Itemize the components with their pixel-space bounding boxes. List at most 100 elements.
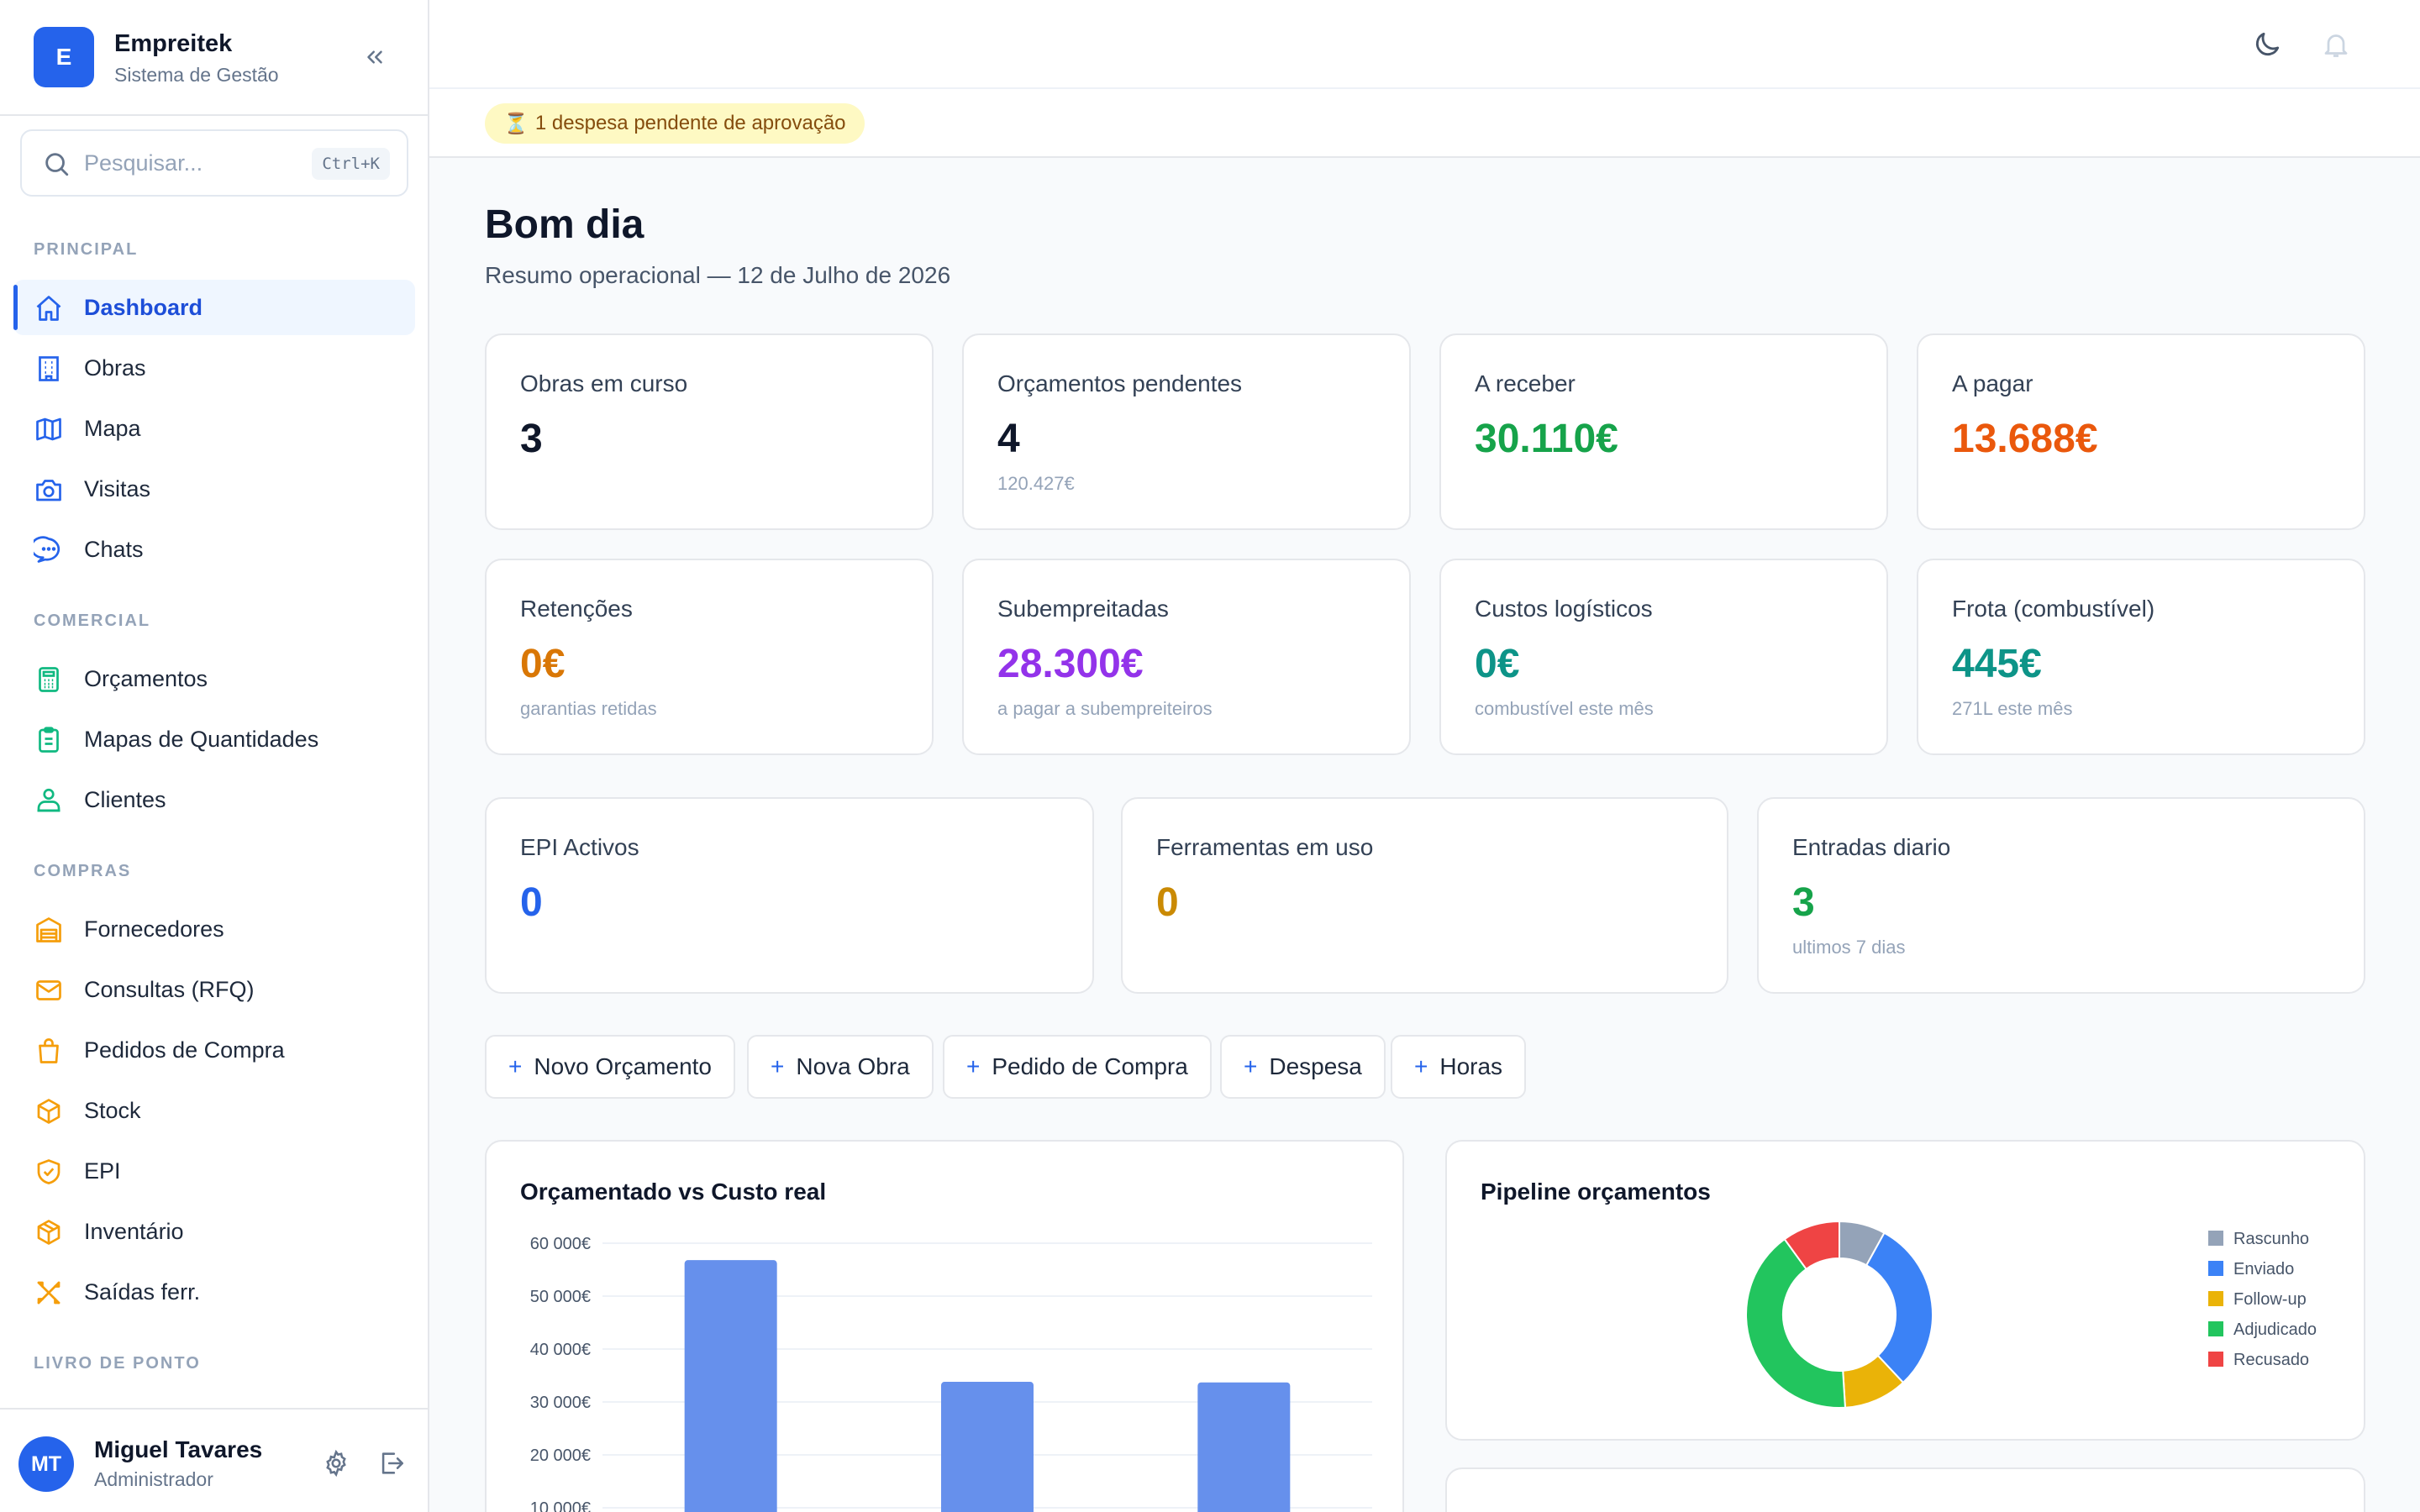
pending-expense-alert[interactable]: ⏳ 1 despesa pendente de aprovação: [485, 103, 865, 144]
legend-swatch: [2208, 1291, 2223, 1306]
plus-icon: +: [1244, 1053, 1258, 1079]
sidebar-item-obras[interactable]: Obras: [13, 340, 415, 396]
sidebar-item-saidas-ferr[interactable]: Saídas ferr.: [13, 1264, 415, 1320]
kpi-value: 28.300€: [997, 642, 1144, 686]
kpi-subtext: 120.427€: [997, 473, 1075, 494]
kpi-card-a-pagar[interactable]: A pagar 13.688€: [1917, 333, 2365, 530]
kpi-card-custos-logisticos[interactable]: Custos logísticos 0€ combustível este mê…: [1439, 559, 1888, 755]
bar[interactable]: [941, 1382, 1034, 1512]
legend-label: Adjudicado: [2233, 1320, 2317, 1339]
shopping-bag-icon: [39, 1038, 59, 1063]
sidebar-item-label: Pedidos de Compra: [84, 1037, 285, 1063]
chart-title: Pipeline orçamentos: [1481, 1179, 1711, 1205]
search-box[interactable]: Ctrl+K: [20, 129, 408, 197]
sidebar-item-orcamentos[interactable]: Orçamentos: [13, 651, 415, 706]
expense-button[interactable]: + Despesa: [1220, 1035, 1386, 1099]
kpi-subtext: combustível este mês: [1475, 698, 1654, 719]
nav-section-comercial: COMERCIAL: [34, 612, 151, 630]
kpi-title: A pagar: [1952, 370, 2033, 396]
sidebar-item-label: Orçamentos: [84, 666, 208, 691]
kpi-title: Frota (combustível): [1952, 596, 2155, 622]
kpi-card-frota[interactable]: Frota (combustível) 445€ 271L este mês: [1917, 559, 2365, 755]
bar[interactable]: [684, 1260, 777, 1512]
plus-icon: +: [771, 1053, 785, 1079]
kpi-card-subempreitadas[interactable]: Subempreitadas 28.300€ a pagar a subempr…: [962, 559, 1411, 755]
kpi-card-obras-curso[interactable]: Obras em curso 3: [485, 333, 934, 530]
logout-button[interactable]: [375, 1446, 408, 1480]
kpi-value: 3: [520, 417, 543, 461]
home-icon: [36, 296, 61, 321]
kpi-title: Obras em curso: [520, 370, 688, 396]
sidebar-item-stock[interactable]: Stock: [13, 1083, 415, 1138]
kpi-value: 30.110€: [1475, 417, 1618, 461]
donut-slice[interactable]: [1865, 1231, 1933, 1384]
brand-subtitle: Sistema de Gestão: [114, 64, 279, 86]
nav-section-principal: PRINCIPAL: [34, 240, 139, 259]
sidebar-item-pedidos-compra[interactable]: Pedidos de Compra: [13, 1022, 415, 1078]
kpi-card-retencoes[interactable]: Retenções 0€ garantias retidas: [485, 559, 934, 755]
sidebar-item-label: Mapas de Quantidades: [84, 727, 319, 752]
sidebar-item-mapas-quantidades[interactable]: Mapas de Quantidades: [13, 711, 415, 767]
bar[interactable]: [1197, 1382, 1291, 1512]
kpi-value: 0€: [1475, 642, 1520, 686]
sidebar-item-consultas[interactable]: Consultas (RFQ): [13, 962, 415, 1017]
legend-label: Recusado: [2233, 1351, 2309, 1369]
plus-icon: +: [1414, 1053, 1428, 1079]
kpi-card-entradas-diario[interactable]: Entradas diario 3 ultimos 7 dias: [1757, 797, 2365, 994]
collapse-sidebar-button[interactable]: [358, 40, 392, 74]
settings-button[interactable]: [319, 1446, 353, 1480]
y-tick-label: 10 000€: [530, 1499, 591, 1512]
kpi-value: 0: [1156, 880, 1179, 925]
sidebar: E Empreitek Sistema de Gestão Ctrl+K PRI…: [0, 0, 429, 1512]
mail-icon: [36, 980, 61, 1000]
clipboard-icon: [39, 727, 59, 753]
sidebar-item-inventario[interactable]: Inventário: [13, 1204, 415, 1259]
search-input[interactable]: [84, 146, 311, 180]
legend-swatch: [2208, 1352, 2223, 1367]
hourglass-icon: ⏳: [503, 112, 529, 135]
alert-text: 1 despesa pendente de aprovação: [534, 112, 846, 134]
sidebar-item-epi[interactable]: EPI: [13, 1143, 415, 1199]
brand-header: E Empreitek Sistema de Gestão: [0, 0, 428, 116]
user-role: Administrador: [94, 1468, 213, 1490]
kpi-card-ferramentas-uso[interactable]: Ferramentas em uso 0: [1121, 797, 1728, 994]
sidebar-item-clientes[interactable]: Clientes: [13, 772, 415, 827]
kpi-card-epi-activos[interactable]: EPI Activos 0: [485, 797, 1094, 994]
bar-chart: 60 000€ 50 000€ 40 000€ 30 000€ 20 000€ 10 00…: [530, 1235, 1372, 1512]
donut-slice[interactable]: [1745, 1237, 1847, 1409]
logout-icon: [381, 1452, 404, 1474]
sidebar-item-visitas[interactable]: Visitas: [13, 461, 415, 517]
alert-bar: ⏳ 1 despesa pendente de aprovação: [429, 89, 2420, 158]
kpi-card-orcamentos-pendentes[interactable]: Orçamentos pendentes 4 120.427€: [962, 333, 1411, 530]
donut-slice[interactable]: [1783, 1220, 1840, 1271]
brand-logo: E: [34, 27, 94, 87]
sidebar-item-fornecedores[interactable]: Fornecedores: [13, 901, 415, 957]
kpi-card-a-receber[interactable]: A receber 30.110€: [1439, 333, 1888, 530]
new-budget-button[interactable]: + Novo Orçamento: [485, 1035, 735, 1099]
new-project-button[interactable]: + Nova Obra: [747, 1035, 934, 1099]
sidebar-item-label: EPI: [84, 1158, 121, 1184]
plus-icon: +: [508, 1053, 523, 1079]
kpi-title: A receber: [1475, 370, 1576, 396]
theme-toggle-button[interactable]: [2248, 25, 2286, 64]
kpi-subtext: a pagar a subempreiteiros: [997, 698, 1213, 719]
hours-button[interactable]: + Horas: [1391, 1035, 1527, 1099]
legend-swatch: [2208, 1321, 2223, 1336]
sidebar-item-mapa[interactable]: Mapa: [13, 401, 415, 456]
chat-icon: [34, 536, 60, 563]
sidebar-item-label: Stock: [84, 1098, 141, 1123]
y-tick-label: 20 000€: [530, 1446, 591, 1465]
purchase-order-button[interactable]: + Pedido de Compra: [943, 1035, 1212, 1099]
gear-icon: [326, 1449, 346, 1478]
kpi-value: 445€: [1952, 642, 2042, 686]
sidebar-item-dashboard[interactable]: Dashboard: [13, 280, 415, 335]
notifications-button[interactable]: [2317, 25, 2355, 64]
y-tick-label: 60 000€: [530, 1235, 591, 1253]
sidebar-item-label: Obras: [84, 355, 146, 381]
kpi-subtext: ultimos 7 dias: [1792, 937, 1906, 958]
plus-icon: +: [966, 1053, 981, 1079]
action-label: Horas: [1439, 1053, 1503, 1079]
avatar[interactable]: MT: [18, 1436, 74, 1492]
sidebar-item-chats[interactable]: Chats: [13, 522, 415, 577]
camera-icon: [36, 480, 61, 501]
